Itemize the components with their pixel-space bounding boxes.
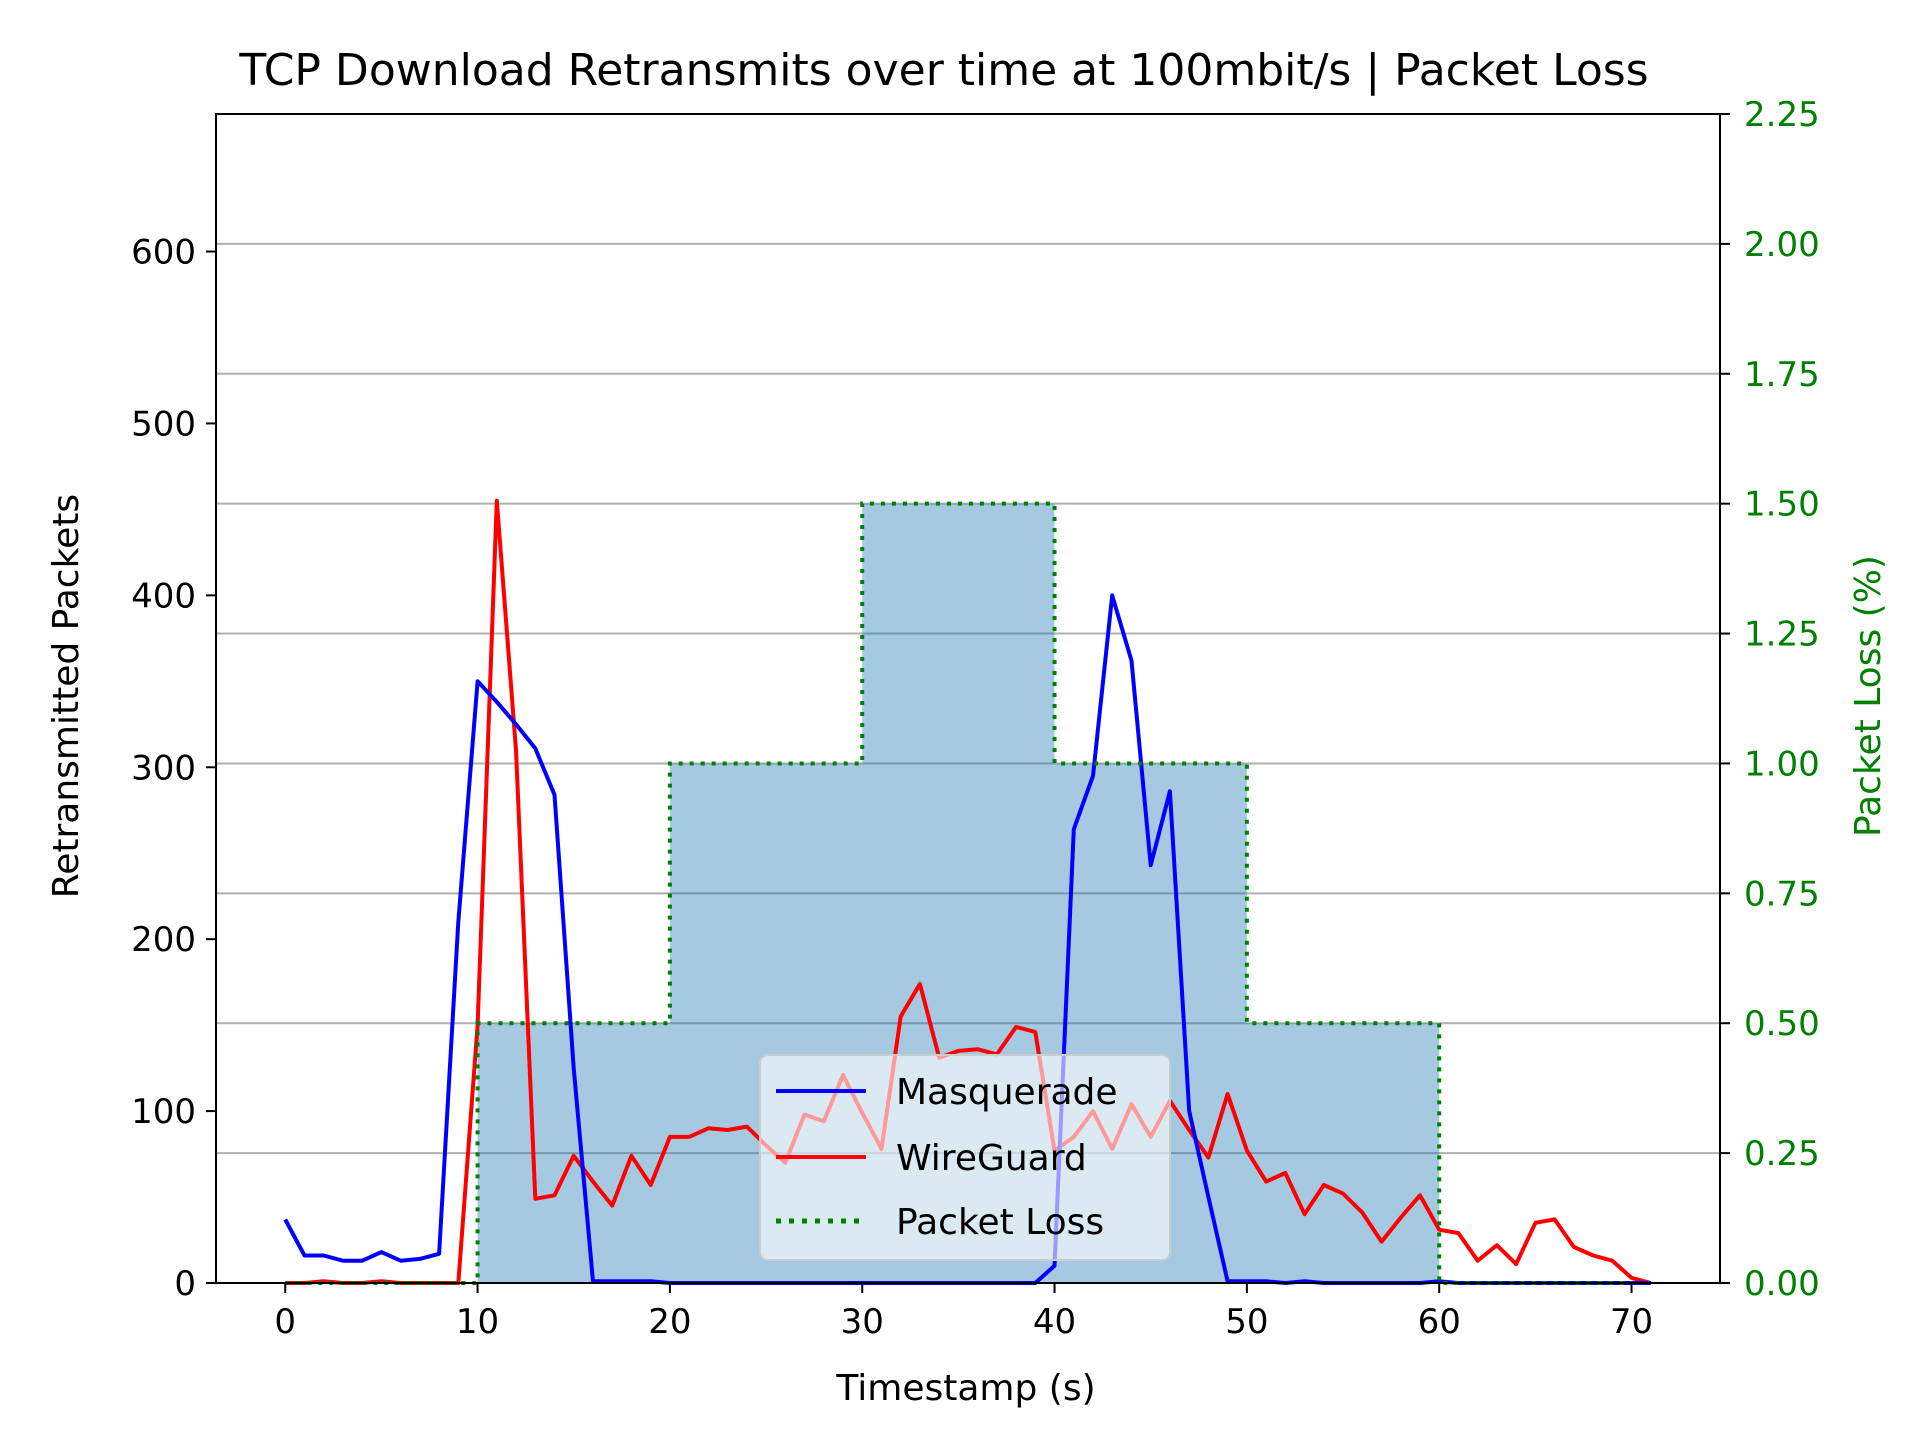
y-tick-label: 500 [131, 404, 196, 444]
y-tick-label: 600 [131, 233, 196, 273]
x-tick-label: 0 [274, 1302, 296, 1342]
y2-tick-label: 1.00 [1744, 744, 1820, 784]
x-axis-ticks: 0 10 20 30 40 50 60 70 [274, 1283, 1653, 1342]
legend: Masquerade WireGuard Packet Loss [759, 1054, 1171, 1261]
y2-tick-label: 1.50 [1744, 485, 1820, 525]
x-tick-label: 60 [1418, 1302, 1461, 1342]
plot-frame [215, 113, 1721, 1284]
y-tick-label: 100 [131, 1092, 196, 1132]
series-wireguard-line [285, 498, 1652, 1285]
y-tick-label: 400 [131, 576, 196, 616]
x-axis-title: Timestamp (s) [835, 1368, 1095, 1409]
y2-tick-label: 2.25 [1744, 95, 1820, 135]
packet-loss-fill [285, 503, 1632, 1284]
x-tick-label: 40 [1033, 1302, 1076, 1342]
y2-tick-label: 1.75 [1744, 355, 1820, 395]
y2-tick-label: 0.75 [1744, 874, 1820, 914]
legend-label-masquerade: Masquerade [896, 1072, 1118, 1113]
x-tick-label: 70 [1610, 1302, 1653, 1342]
series-packet-loss-line [285, 501, 1632, 1285]
y-tick-label: 300 [131, 748, 196, 788]
y-axis-title: Retransmitted Packets [46, 494, 87, 898]
y2-axis-ticks: 0.00 0.25 0.50 0.75 1.00 1.25 1.50 1.75 2.00 2.25 [1720, 95, 1820, 1304]
chart-title: TCP Download Retransmits over time at 10… [238, 45, 1648, 96]
legend-box [759, 1054, 1171, 1261]
y2-tick-label: 0.25 [1744, 1134, 1820, 1174]
y2-tick-label: 2.00 [1744, 225, 1820, 265]
y-tick-label: 0 [174, 1264, 196, 1304]
packet-loss-area [285, 503, 1632, 1284]
x-tick-label: 50 [1225, 1302, 1268, 1342]
y-axis-ticks: 0 100 200 300 400 500 600 [131, 233, 216, 1304]
x-tick-label: 30 [841, 1302, 884, 1342]
y2-axis-title: Packet Loss (%) [1848, 555, 1889, 837]
legend-label-wireguard: WireGuard [896, 1138, 1087, 1179]
x-tick-label: 20 [648, 1302, 691, 1342]
y2-tick-label: 0.50 [1744, 1004, 1820, 1044]
y-tick-label: 200 [131, 920, 196, 960]
x-tick-label: 10 [456, 1302, 499, 1342]
y2-tick-label: 0.00 [1744, 1264, 1820, 1304]
legend-label-packet-loss: Packet Loss [896, 1202, 1104, 1243]
y2-tick-label: 1.25 [1744, 615, 1820, 655]
